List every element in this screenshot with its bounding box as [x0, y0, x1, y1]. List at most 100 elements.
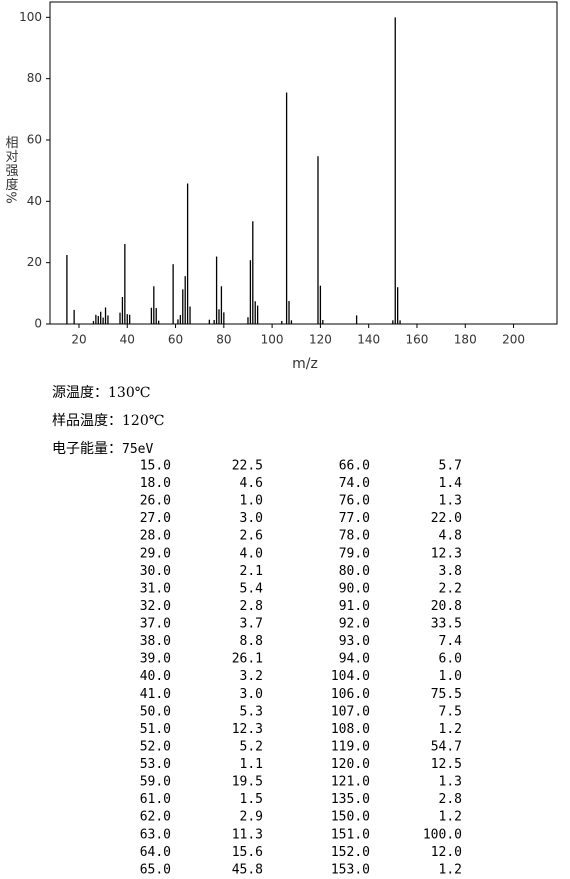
- mass-cell: 80.0: [339, 564, 370, 579]
- intensity-cell: 4.8: [439, 529, 462, 544]
- intensity-cell: 45.8: [232, 862, 263, 877]
- mass-cell: 53.0: [140, 757, 171, 772]
- intensity-cell: 1.4: [439, 476, 463, 491]
- info-line: 样品温度：120℃: [52, 413, 164, 429]
- intensity-cell: 22.5: [232, 459, 263, 474]
- intensity-cell: 22.0: [431, 511, 462, 526]
- mass-cell: 106.0: [331, 687, 370, 702]
- x-tick-label: 120: [309, 333, 332, 347]
- intensity-cell: 1.0: [439, 669, 462, 684]
- intensity-cell: 4.0: [240, 546, 263, 561]
- y-tick-label: 40: [27, 194, 42, 208]
- mass-cell: 18.0: [140, 476, 171, 491]
- mass-cell: 59.0: [140, 775, 171, 790]
- mass-cell: 28.0: [140, 529, 171, 544]
- intensity-cell: 1.2: [439, 862, 462, 877]
- mass-cell: 62.0: [140, 810, 171, 825]
- intensity-cell: 3.0: [240, 511, 263, 526]
- intensity-cell: 3.0: [240, 687, 263, 702]
- mass-cell: 93.0: [339, 634, 370, 649]
- intensity-cell: 26.1: [232, 652, 263, 667]
- mass-cell: 107.0: [331, 704, 370, 719]
- intensity-cell: 2.9: [240, 810, 263, 825]
- intensity-cell: 5.3: [240, 704, 263, 719]
- intensity-cell: 2.1: [240, 564, 263, 579]
- intensity-cell: 2.2: [439, 581, 462, 596]
- intensity-cell: 2.8: [439, 792, 462, 807]
- intensity-cell: 2.6: [240, 529, 263, 544]
- x-axis-label: m/z: [292, 356, 318, 372]
- x-tick-label: 40: [120, 333, 135, 347]
- y-tick-label: 80: [27, 71, 42, 85]
- intensity-cell: 3.2: [240, 669, 263, 684]
- mass-cell: 61.0: [140, 792, 171, 807]
- intensity-cell: 5.2: [240, 739, 263, 754]
- mass-cell: 94.0: [339, 652, 370, 667]
- intensity-cell: 4.6: [240, 476, 263, 491]
- intensity-cell: 75.5: [431, 687, 462, 702]
- mass-cell: 151.0: [331, 827, 370, 842]
- intensity-cell: 12.3: [431, 546, 462, 561]
- info-value: 120℃: [122, 413, 164, 429]
- mass-cell: 77.0: [339, 511, 370, 526]
- mass-cell: 74.0: [339, 476, 370, 491]
- mass-cell: 64.0: [140, 845, 171, 860]
- mass-cell: 32.0: [140, 599, 171, 614]
- y-tick-label: 100: [19, 10, 42, 24]
- mass-cell: 37.0: [140, 617, 171, 632]
- info-label: 源温度：: [52, 385, 108, 401]
- intensity-cell: 11.3: [232, 827, 263, 842]
- mass-cell: 135.0: [331, 792, 370, 807]
- intensity-cell: 1.1: [240, 757, 263, 772]
- mass-cell: 63.0: [140, 827, 171, 842]
- x-tick-label: 60: [168, 333, 183, 347]
- mass-cell: 108.0: [331, 722, 370, 737]
- mass-cell: 90.0: [339, 581, 370, 596]
- intensity-cell: 7.5: [439, 704, 462, 719]
- intensity-cell: 6.0: [439, 652, 462, 667]
- intensity-cell: 54.7: [431, 739, 462, 754]
- x-tick-label: 140: [357, 333, 380, 347]
- info-label: 电子能量：: [52, 441, 122, 457]
- mass-cell: 30.0: [140, 564, 171, 579]
- mass-cell: 41.0: [140, 687, 171, 702]
- intensity-cell: 100.0: [423, 827, 462, 842]
- intensity-cell: 3.8: [439, 564, 462, 579]
- intensity-cell: 19.5: [232, 775, 263, 790]
- intensity-cell: 3.7: [240, 617, 263, 632]
- intensity-cell: 8.8: [240, 634, 263, 649]
- mass-cell: 150.0: [331, 810, 370, 825]
- y-axis-label: 相对强度%: [3, 135, 19, 204]
- intensity-cell: 7.4: [439, 634, 463, 649]
- mass-cell: 31.0: [140, 581, 171, 596]
- y-tick-label: 60: [27, 133, 42, 147]
- x-tick-label: 200: [502, 333, 525, 347]
- mass-cell: 52.0: [140, 739, 171, 754]
- x-tick-label: 160: [406, 333, 429, 347]
- intensity-cell: 5.4: [240, 581, 264, 596]
- x-tick-label: 80: [216, 333, 231, 347]
- plot-frame: [49, 1, 558, 325]
- intensity-cell: 2.8: [240, 599, 263, 614]
- intensity-cell: 5.7: [439, 459, 462, 474]
- intensity-cell: 20.8: [431, 599, 462, 614]
- info-value: 130℃: [108, 385, 150, 401]
- y-tick-label: 0: [34, 317, 42, 331]
- mass-cell: 78.0: [339, 529, 370, 544]
- mass-cell: 152.0: [331, 845, 370, 860]
- mass-cell: 91.0: [339, 599, 370, 614]
- y-tick-label: 20: [27, 255, 42, 269]
- intensity-cell: 1.5: [240, 792, 263, 807]
- mass-cell: 92.0: [339, 617, 370, 632]
- intensity-cell: 1.3: [439, 494, 462, 509]
- mass-cell: 66.0: [339, 459, 370, 474]
- mass-cell: 153.0: [331, 862, 370, 877]
- intensity-cell: 1.3: [439, 775, 462, 790]
- intensity-cell: 12.5: [431, 757, 462, 772]
- intensity-cell: 1.0: [240, 494, 263, 509]
- mass-cell: 38.0: [140, 634, 171, 649]
- mass-cell: 104.0: [331, 669, 370, 684]
- mass-cell: 15.0: [140, 459, 171, 474]
